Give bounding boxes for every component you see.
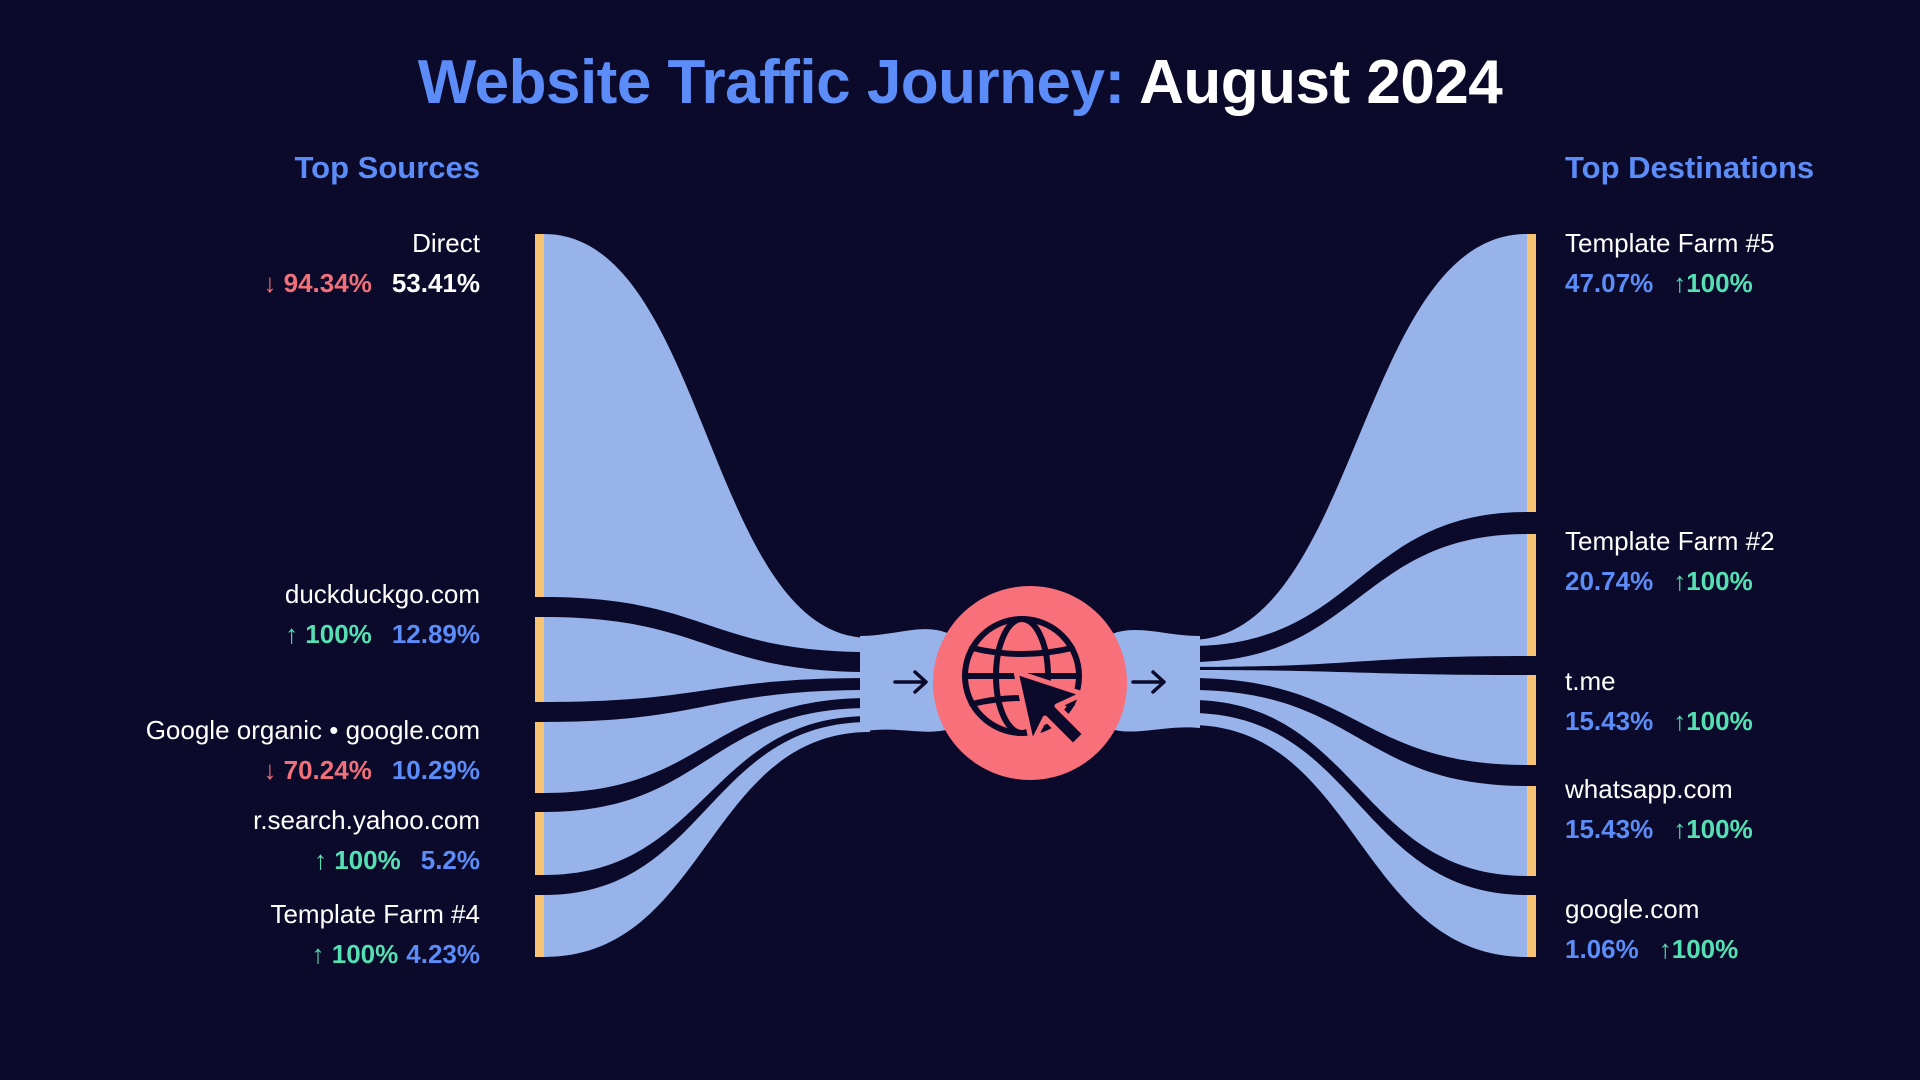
destination-flow-ribbon <box>1190 670 1527 765</box>
destination-label-whatsapp: whatsapp.com 15.43% ↑100% <box>1565 772 1753 846</box>
destination-node-bar <box>1527 895 1536 957</box>
destination-name: whatsapp.com <box>1565 774 1733 804</box>
hub-node <box>933 586 1127 780</box>
destination-flow-ribbon <box>1190 234 1527 646</box>
source-change: ↓ 94.34% <box>263 268 372 298</box>
source-share: 10.29% <box>391 755 480 785</box>
destination-flow-ribbon <box>1190 690 1527 876</box>
destination-node-bar <box>1527 786 1536 876</box>
source-name: Template Farm #4 <box>270 899 480 929</box>
globe-cursor-icon <box>962 616 1088 749</box>
source-node-bar <box>535 895 544 957</box>
destination-share: 15.43% <box>1565 706 1654 736</box>
destination-name: google.com <box>1565 894 1700 924</box>
source-label-duckduckgo: duckduckgo.com ↑ 100% 12.89% <box>285 577 480 651</box>
destination-label-template-farm-5: Template Farm #5 47.07% ↑100% <box>1565 226 1775 300</box>
destination-name: Template Farm #2 <box>1565 526 1775 556</box>
flow-arrow-in-icon <box>893 670 928 694</box>
source-name: r.search.yahoo.com <box>253 805 480 835</box>
destination-share: 15.43% <box>1565 814 1654 844</box>
source-change: ↓ 70.24% <box>263 755 372 785</box>
source-flow-ribbon <box>544 708 870 875</box>
source-change: ↑ 100% <box>314 845 401 875</box>
destination-flow-ribbon <box>1190 534 1527 667</box>
title-rest: August 2024 <box>1139 48 1503 117</box>
sources-heading: Top Sources <box>294 150 480 185</box>
node-bars <box>535 234 1536 957</box>
source-node-bar <box>535 617 544 702</box>
destination-flows <box>1100 234 1527 957</box>
destination-change: ↑100% <box>1673 268 1753 298</box>
destination-node-bar <box>1527 234 1536 512</box>
flow-arrow-out-icon <box>1131 670 1166 694</box>
source-share: 5.2% <box>420 845 480 875</box>
destination-label-t-me: t.me 15.43% ↑100% <box>1565 664 1753 738</box>
source-flow-ribbon <box>544 234 870 652</box>
source-name: Google organic • google.com <box>145 715 480 745</box>
destination-name: t.me <box>1565 666 1616 696</box>
source-node-bar <box>535 234 544 597</box>
source-label-template-farm-4: Template Farm #4 ↑ 100% 4.23% <box>270 897 480 971</box>
destination-share: 1.06% <box>1565 934 1639 964</box>
source-node-bar <box>535 812 544 875</box>
source-flow-ribbon <box>544 722 870 957</box>
source-name: Direct <box>412 228 480 258</box>
destination-flow-ribbon <box>1190 713 1527 957</box>
source-share: 53.41% <box>391 268 480 298</box>
destination-label-template-farm-2: Template Farm #2 20.74% ↑100% <box>1565 524 1775 598</box>
source-flow-ribbon <box>544 617 870 702</box>
source-flows <box>544 234 960 957</box>
destination-share: 20.74% <box>1565 566 1654 596</box>
destination-name: Template Farm #5 <box>1565 228 1775 258</box>
destination-node-bar <box>1527 675 1536 765</box>
source-label-google-organic: Google organic • google.com ↓ 70.24% 10.2… <box>146 713 480 787</box>
destination-change: ↑100% <box>1658 934 1739 964</box>
page-title: Website Traffic Journey: August 2024 <box>0 42 1920 124</box>
source-label-yahoo: r.search.yahoo.com ↑ 100% 5.2% <box>253 803 480 877</box>
destinations-heading: Top Destinations <box>1565 150 1815 185</box>
source-label-direct: Direct ↓ 94.34% 53.41% <box>263 226 480 300</box>
source-flow-ribbon <box>544 690 870 793</box>
source-change: ↑ 100% <box>311 939 399 969</box>
destination-change: ↑100% <box>1673 566 1753 596</box>
source-name: duckduckgo.com <box>284 579 480 609</box>
destination-change: ↑100% <box>1673 706 1753 736</box>
source-share: 12.89% <box>391 619 480 649</box>
destination-change: ↑100% <box>1673 814 1753 844</box>
source-share: 4.23% <box>406 939 480 969</box>
title-highlight: Website Traffic Journey: <box>417 48 1125 117</box>
destination-share: 47.07% <box>1565 268 1654 298</box>
destination-label-google: google.com 1.06% ↑100% <box>1565 892 1738 966</box>
destination-node-bar <box>1527 534 1536 656</box>
source-node-bar <box>535 722 544 793</box>
source-change: ↑ 100% <box>285 619 372 649</box>
